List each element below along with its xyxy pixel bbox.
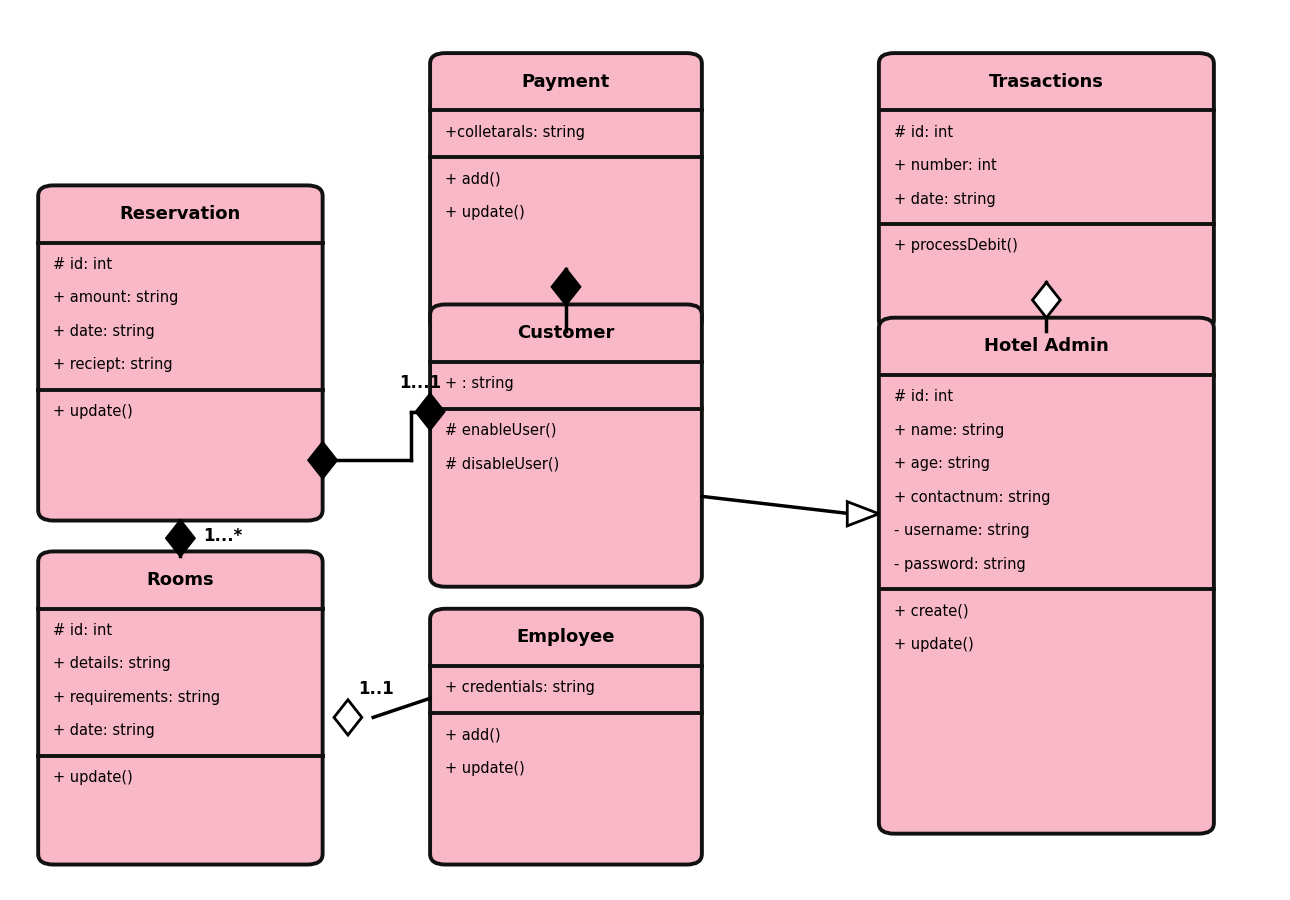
FancyBboxPatch shape [430, 53, 702, 331]
FancyBboxPatch shape [430, 608, 702, 865]
Text: - password: string: - password: string [894, 557, 1026, 572]
Text: # id: int: # id: int [894, 125, 953, 140]
Text: - username: string: - username: string [894, 523, 1029, 538]
Text: + date: string: + date: string [53, 324, 155, 339]
Polygon shape [166, 520, 195, 556]
Text: + amount: string: + amount: string [53, 291, 179, 305]
Text: + reciept: string: + reciept: string [53, 357, 173, 373]
Polygon shape [334, 699, 361, 735]
Polygon shape [417, 394, 444, 429]
Polygon shape [552, 269, 580, 304]
Polygon shape [1032, 283, 1060, 318]
Text: Customer: Customer [517, 324, 614, 342]
Text: Rooms: Rooms [147, 572, 214, 590]
Text: +colletarals: string: +colletarals: string [445, 124, 586, 140]
Text: 1...1: 1...1 [400, 374, 441, 392]
Text: + credentials: string: + credentials: string [445, 680, 595, 696]
FancyBboxPatch shape [39, 185, 322, 520]
FancyBboxPatch shape [878, 318, 1214, 833]
Text: # id: int: # id: int [53, 623, 112, 638]
Text: 1..1: 1..1 [359, 680, 395, 698]
Text: # disableUser(): # disableUser() [445, 456, 560, 472]
Text: + number: int: + number: int [894, 158, 997, 173]
Text: Reservation: Reservation [120, 205, 241, 223]
Text: Employee: Employee [517, 628, 615, 646]
Text: + update(): + update() [53, 404, 133, 419]
Text: + update(): + update() [445, 205, 525, 220]
Text: Payment: Payment [522, 73, 610, 91]
Text: + contactnum: string: + contactnum: string [894, 490, 1050, 505]
Text: + update(): + update() [53, 770, 133, 786]
Polygon shape [308, 443, 337, 478]
FancyBboxPatch shape [39, 552, 322, 865]
Text: + update(): + update() [445, 760, 525, 776]
Text: 1...*: 1...* [203, 527, 243, 545]
Text: + : string: + : string [445, 376, 513, 391]
Text: + date: string: + date: string [894, 192, 996, 207]
Text: # enableUser(): # enableUser() [445, 423, 557, 437]
FancyBboxPatch shape [878, 53, 1214, 331]
Text: + name: string: + name: string [894, 423, 1005, 437]
Text: Trasactions: Trasactions [989, 73, 1104, 91]
Text: + age: string: + age: string [894, 456, 989, 472]
Text: + add(): + add() [445, 727, 501, 742]
Text: Hotel Admin: Hotel Admin [984, 338, 1109, 356]
Text: + create(): + create() [894, 604, 969, 618]
Text: + requirements: string: + requirements: string [53, 690, 221, 705]
Text: # id: int: # id: int [894, 390, 953, 404]
Text: + processDebit(): + processDebit() [894, 238, 1018, 254]
Text: # id: int: # id: int [53, 257, 112, 272]
Text: + update(): + update() [894, 637, 974, 652]
FancyBboxPatch shape [430, 304, 702, 587]
Text: + add(): + add() [445, 171, 501, 186]
Polygon shape [848, 501, 878, 526]
Text: + date: string: + date: string [53, 724, 155, 738]
Text: + details: string: + details: string [53, 656, 172, 671]
